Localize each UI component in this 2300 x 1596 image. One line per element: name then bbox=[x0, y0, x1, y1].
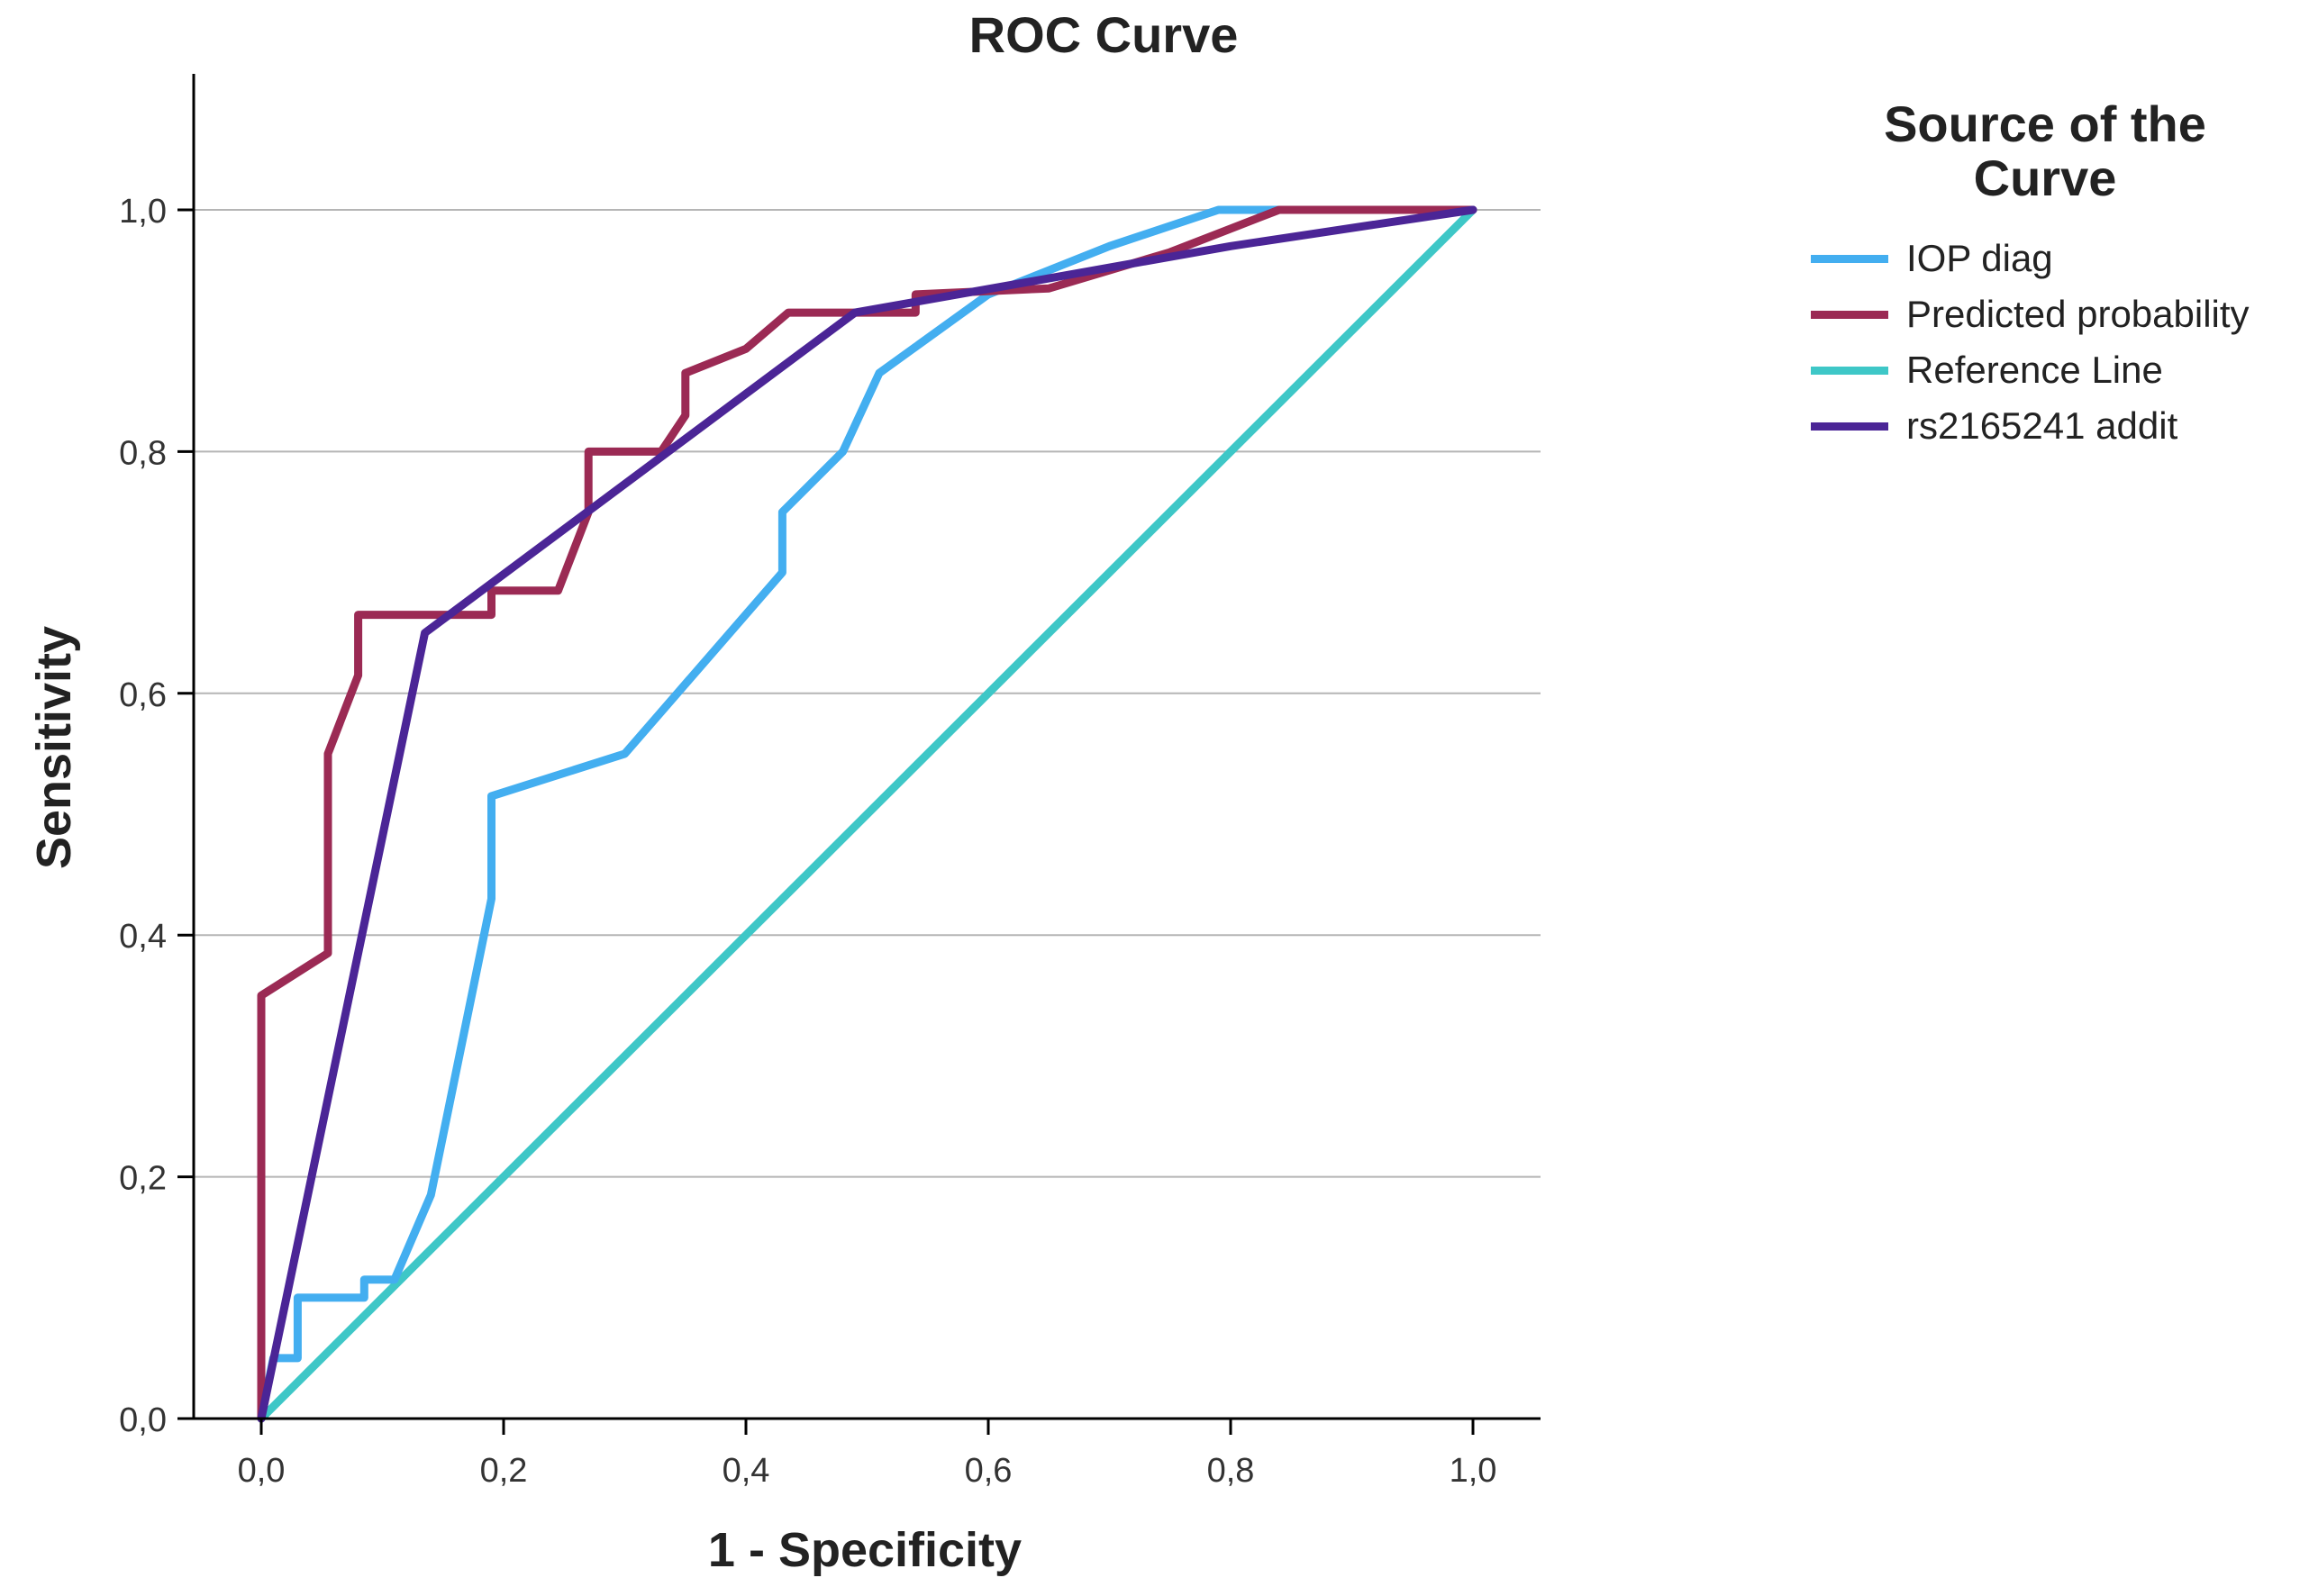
x-ticks: 0,0 0,2 0,4 0,6 0,8 1,0 bbox=[238, 1419, 1497, 1490]
curves bbox=[257, 205, 1477, 1423]
legend-item-rs2165241-addit: rs2165241 addit bbox=[1811, 404, 2177, 449]
legend-label-rs2165241-addit: rs2165241 addit bbox=[1906, 404, 2178, 447]
legend-swatch-reference-line bbox=[1811, 366, 1888, 375]
gridlines bbox=[194, 209, 1541, 1178]
legend-swatch-predicted-probability bbox=[1811, 310, 1888, 319]
y-tick-label-3: 0,6 bbox=[119, 676, 167, 714]
y-ticks: 0,0 0,2 0,4 0,6 0,8 1,0 bbox=[119, 193, 194, 1439]
axes bbox=[192, 74, 1541, 1420]
x-tick-label-4: 0,8 bbox=[1207, 1452, 1255, 1490]
y-tick-label-4: 0,8 bbox=[119, 434, 167, 472]
x-tick-label-0: 0,0 bbox=[238, 1452, 286, 1490]
x-axis-label: 1 - Specificity bbox=[707, 1523, 1023, 1577]
legend-label-iop-diag: IOP diag bbox=[1906, 237, 2053, 279]
series-line-rs2165241-addit bbox=[257, 205, 1477, 1423]
x-tick-label-1: 0,2 bbox=[480, 1452, 528, 1490]
x-tick-label-3: 0,6 bbox=[965, 1452, 1013, 1490]
legend-title: Source of the Curve bbox=[1884, 95, 2206, 206]
y-tick-label-0: 0,0 bbox=[119, 1401, 167, 1439]
chart-title: ROC Curve bbox=[968, 6, 1239, 63]
legend-swatch-rs2165241-addit bbox=[1811, 422, 1888, 431]
legend-item-predicted-probability: Predicted probability bbox=[1811, 292, 2250, 337]
y-tick-label-1: 0,2 bbox=[119, 1160, 167, 1198]
y-tick-label-5: 1,0 bbox=[119, 193, 167, 231]
legend-label-reference-line: Reference Line bbox=[1906, 349, 2163, 391]
series-line-reference-line bbox=[257, 205, 1477, 1423]
series-line-iop-diag bbox=[257, 205, 1477, 1423]
y-tick-label-2: 0,4 bbox=[119, 918, 167, 956]
legend-item-iop-diag: IOP diag bbox=[1811, 236, 2053, 281]
x-tick-label-5: 1,0 bbox=[1450, 1452, 1497, 1490]
x-tick-label-2: 0,4 bbox=[723, 1452, 770, 1490]
legend-item-reference-line: Reference Line bbox=[1811, 348, 2163, 393]
legend-swatch-iop-diag bbox=[1811, 254, 1888, 263]
legend-label-predicted-probability: Predicted probability bbox=[1906, 293, 2250, 335]
y-axis-label: Sensitivity bbox=[27, 625, 81, 870]
